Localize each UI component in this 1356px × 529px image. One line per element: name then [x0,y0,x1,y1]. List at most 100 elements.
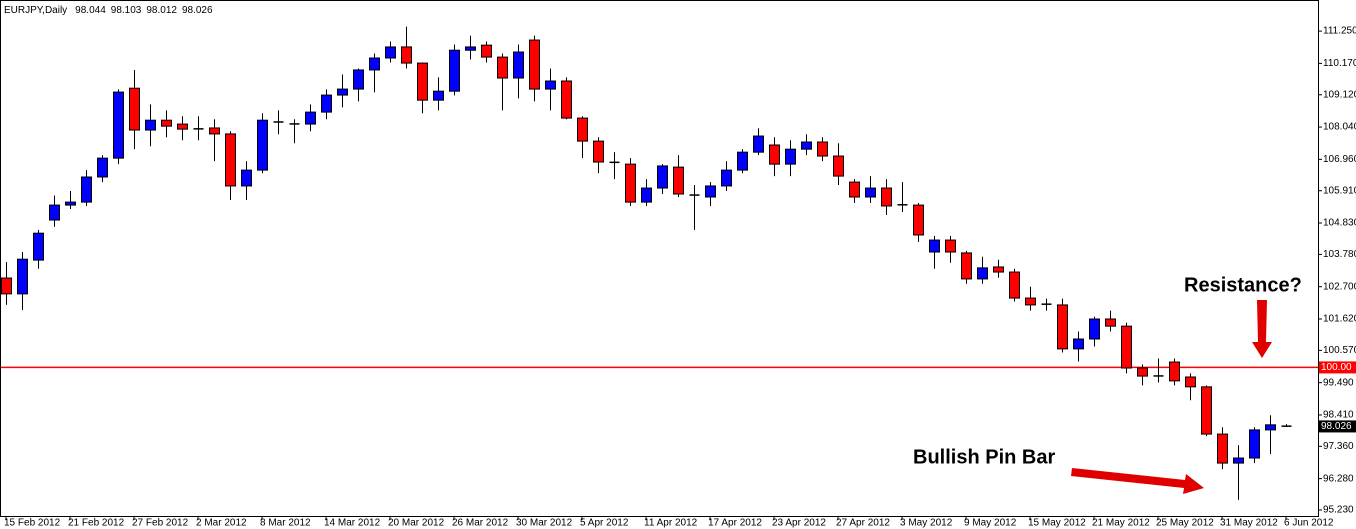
candle-body [1169,361,1180,382]
arrow [1071,468,1204,494]
y-tick-label: 109.120 [1323,89,1356,100]
candle-body [1265,424,1276,431]
candle-body [433,90,444,101]
candle-body [113,91,124,159]
x-tick-label: 21 Feb 2012 [68,518,125,529]
candle-body [1249,429,1260,459]
x-tick-label: 14 Mar 2012 [324,518,381,529]
y-tick-label: 105.910 [1323,185,1356,196]
candle-body [1137,367,1148,377]
candle-body [961,252,972,280]
x-tick-label: 5 Apr 2012 [580,518,629,529]
candle-body [849,181,860,198]
x-tick-label: 27 Feb 2012 [132,518,189,529]
candle-body [977,267,988,280]
candle-body [721,169,732,187]
candle-body [657,165,668,189]
candle-body [385,46,396,59]
candle-body [513,51,524,79]
y-tick-label: 111.250 [1323,26,1356,37]
y-tick-label: 110.170 [1323,58,1356,69]
last-price-box [1319,420,1356,433]
chart-layer: 111.250 110.170 109.120 108.040 106.960 105.9… [1,26,1356,529]
candle-body [673,166,684,195]
candle-body [481,44,492,58]
candle-body [145,119,156,131]
candle-body [321,94,332,113]
candle-body [337,88,348,96]
candle-body [1,277,12,295]
candle-body [161,119,172,127]
candle-body [1025,297,1036,306]
candle-body [593,140,604,163]
candle-body [209,127,220,135]
candle-body [17,258,28,295]
resistance-label-box [1319,361,1356,374]
resistance-label: 100.00 [1321,362,1352,373]
candle-body [737,151,748,171]
last-open: 98.044 [75,5,106,16]
candle-body [1009,271,1020,299]
candle-body [97,157,108,178]
candle-body [561,80,572,119]
candle-body [705,185,716,198]
arrow [1252,300,1272,358]
candle-body [641,187,652,203]
candle-body [1233,457,1244,464]
x-tick-label: 15 Feb 2012 [4,518,61,529]
x-tick-label: 15 May 2012 [1028,518,1086,529]
x-tick-label: 17 Apr 2012 [708,518,762,529]
x-tick-label: 21 May 2012 [1092,518,1150,529]
candle-body [1185,376,1196,388]
candle-body [881,187,892,207]
candle-body [257,119,268,171]
annotation: Resistance? [1184,274,1302,296]
y-tick-label: 97.360 [1323,441,1354,452]
candle-body [401,46,412,64]
candle-body [241,169,252,187]
candle-body [1073,338,1084,350]
last-price-label: 98.026 [1321,421,1352,432]
x-tick-label: 2 Mar 2012 [196,518,247,529]
x-tick-label: 8 Mar 2012 [260,518,311,529]
candle-body [81,176,92,203]
candle-body [129,87,140,131]
candle-body [913,204,924,236]
candle-body [625,163,636,203]
candle-body [865,187,876,198]
candle-body [49,204,60,221]
candle-body [1217,433,1228,464]
x-tick-label: 11 Apr 2012 [644,518,698,529]
candle-body [817,141,828,157]
candle-body [465,46,476,51]
y-tick-label: 96.280 [1323,473,1354,484]
candle-body [993,266,1004,273]
candle-body [1089,318,1100,340]
candle-body [369,57,380,71]
x-tick-label: 9 May 2012 [964,518,1017,529]
candle-body [497,56,508,79]
y-tick-label: 102.700 [1323,281,1356,292]
candle-body [753,135,764,153]
candle-body [833,155,844,177]
y-tick-label: 106.960 [1323,154,1356,165]
x-tick-label: 31 May 2012 [1220,518,1278,529]
candle-body [225,133,236,187]
y-tick-label: 104.830 [1323,218,1356,229]
candle-body [65,201,76,206]
y-tick-label: 103.780 [1323,249,1356,260]
last-low: 98.012 [146,5,177,16]
x-tick-label: 6 Jun 2012 [1284,518,1334,529]
candle-body [1121,325,1132,369]
candle-body [449,49,460,92]
x-tick-label: 3 May 2012 [900,518,953,529]
candle-body [33,232,44,261]
chart-header: EURJPY,Daily 98.044 98.103 98.012 98.026 [4,5,213,16]
last-close: 98.026 [182,5,213,16]
candle-body [177,123,188,130]
candle-body [929,239,940,253]
y-tick-label: 108.040 [1323,122,1356,133]
candle-body [1201,386,1212,435]
candle-body [769,144,780,165]
